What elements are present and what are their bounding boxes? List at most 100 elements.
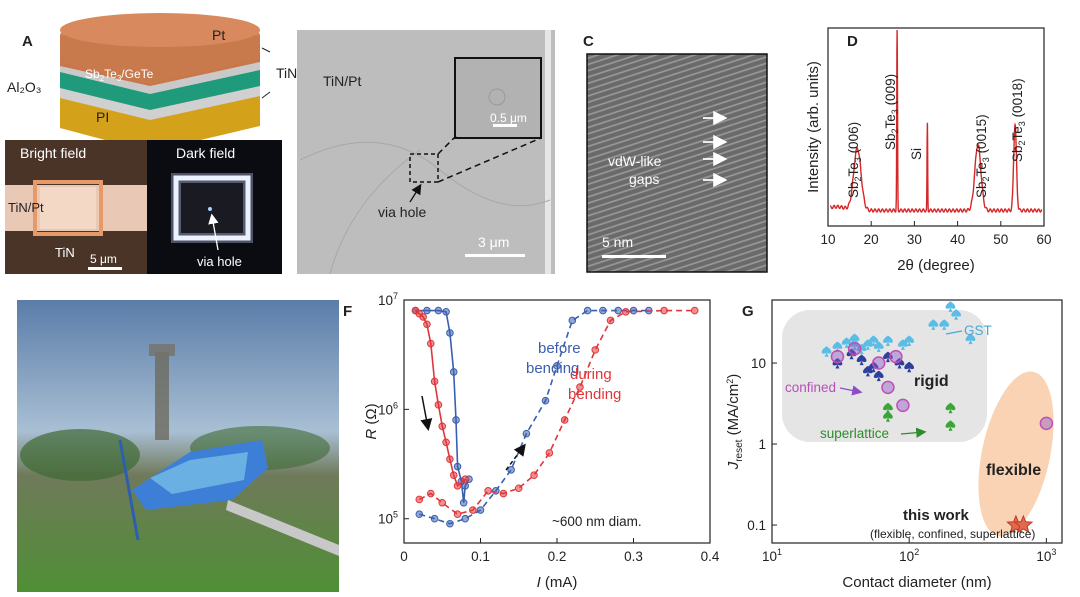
data-point [450, 369, 457, 376]
panel-f-resistance-chart: F 0 0.1 0.2 0.3 0.4 105 106 107 I (mA) R (Ω) befor… [343, 291, 720, 591]
y-tick-label-f: 106 [378, 400, 398, 417]
data-point [584, 307, 591, 314]
data-point [431, 378, 438, 385]
confined-point [897, 399, 909, 411]
data-point [691, 307, 698, 314]
data-point [515, 485, 522, 492]
panel-a: A Pt Sb2Te3/GeTe TiN Al₂O₃ PI Bright fie… [5, 13, 297, 274]
x-tick-label-f: 0.2 [548, 549, 567, 564]
x-tick-label-d: 30 [907, 232, 922, 247]
panel-label-g: G [742, 303, 754, 320]
data-point [431, 515, 438, 522]
x-axis-label-f: I (mA) [537, 574, 578, 591]
vdw-label-line1: vdW-like [608, 153, 662, 169]
peak-label-d: Sb2Te3 (0018) [1010, 78, 1027, 162]
y-tick-label-g: 0.1 [747, 518, 766, 533]
confined-point [1040, 417, 1052, 429]
y-axis-label-d: Intensity (arb. units) [805, 61, 822, 193]
x-axis-label-d: 2θ (degree) [897, 257, 975, 274]
data-point [485, 488, 492, 495]
data-point [460, 499, 467, 506]
data-point [439, 499, 446, 506]
confined-label: confined [785, 380, 836, 395]
via-hole-label-a: via hole [197, 254, 242, 269]
confined-point [831, 351, 843, 363]
scale-bar-b [465, 254, 525, 257]
scale-label-c: 5 nm [602, 234, 633, 250]
x-tick-label-f: 0.1 [471, 549, 490, 564]
panel-label-f: F [343, 303, 352, 320]
data-point [443, 309, 450, 316]
data-point [435, 402, 442, 409]
gst-label: GST [964, 323, 992, 338]
y-tick-label-f: 107 [378, 291, 398, 308]
panel-e: E [17, 300, 339, 592]
panel-d-xrd-chart: D 10 20 30 40 50 60 2θ (degree) Intensity (arb.… [805, 28, 1052, 274]
x-tick-label-g: 101 [762, 547, 782, 564]
data-point [462, 476, 469, 483]
material-label-b: TiN/Pt [323, 73, 361, 89]
this-work-sublabel: (flexible, confined, superlattice) [870, 527, 1035, 541]
x-tick-label-d: 50 [993, 232, 1008, 247]
y-axis-label-g: Jreset (MA/cm2) [725, 374, 745, 471]
rigid-region [782, 310, 987, 442]
data-point [462, 483, 469, 490]
data-point [477, 507, 484, 514]
data-point [531, 472, 538, 479]
confined-point [890, 351, 902, 363]
x-tick-label-d: 20 [864, 232, 879, 247]
before-label-1: before [538, 340, 581, 357]
data-point [447, 330, 454, 337]
confined-point [849, 343, 861, 355]
x-tick-label-g: 103 [1036, 547, 1056, 564]
data-point [523, 430, 530, 437]
vdw-label-line2: gaps [629, 171, 659, 187]
x-tick-label-f: 0 [400, 549, 408, 564]
data-point [454, 511, 461, 518]
bright-field-label: Bright field [20, 145, 86, 161]
confined-point [873, 357, 885, 369]
y-tick-label-g: 1 [758, 437, 766, 452]
peak-label-d: Si [909, 148, 924, 160]
data-point [435, 307, 442, 314]
set-arrow [506, 446, 524, 470]
y-tick-label-f: 105 [378, 510, 398, 527]
data-point [416, 496, 423, 503]
data-point [500, 490, 507, 497]
panel-label-d: D [847, 33, 858, 50]
inset-scale-label: 0.5 μm [490, 111, 527, 125]
x-tick-label-d: 10 [820, 232, 835, 247]
label-pt: Pt [212, 27, 225, 43]
data-point [623, 309, 630, 316]
via-hole-label-b: via hole [378, 204, 426, 220]
data-point [454, 463, 461, 470]
y-axis-label-f: R (Ω) [363, 403, 380, 439]
panel-label-c: C [583, 33, 594, 50]
flexible-label: flexible [986, 462, 1041, 479]
during-label-2: bending [568, 386, 621, 403]
x-tick-label-d: 40 [950, 232, 965, 247]
data-point [661, 307, 668, 314]
data-point [546, 450, 553, 457]
data-point [569, 317, 576, 324]
tin-label: TiN [55, 245, 75, 260]
panel-b: B TiN/Pt 0.5 μm via hole 3 μm [297, 30, 555, 274]
data-point [493, 488, 500, 495]
panel-g-jreset-chart: G 101 102 1030.1110Contact diameter (nm)Jr… [725, 300, 1067, 591]
label-al2o3: Al₂O₃ [7, 79, 41, 95]
x-axis-label-g: Contact diameter (nm) [842, 574, 991, 591]
data-point [427, 490, 434, 497]
reset-arrow [422, 396, 428, 428]
data-point [630, 307, 637, 314]
peak-label-d: Sb2Te3 (009) [883, 74, 900, 150]
data-point [450, 472, 457, 479]
x-tick-label-f: 0.3 [624, 549, 643, 564]
panel-label-a: A [22, 33, 33, 50]
rigid-label: rigid [914, 373, 949, 390]
data-point [427, 340, 434, 347]
data-point [607, 317, 614, 324]
panel-c: C vdW-like gaps 5 nm [583, 33, 767, 272]
layer-stack-diagram [60, 13, 260, 152]
data-point [443, 439, 450, 446]
data-point [447, 456, 454, 463]
